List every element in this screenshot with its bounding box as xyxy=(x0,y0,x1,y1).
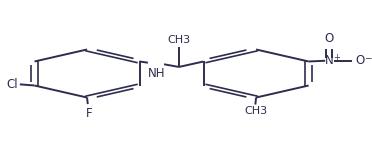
Text: O: O xyxy=(324,32,333,45)
Text: Cl: Cl xyxy=(6,78,18,91)
Text: CH3: CH3 xyxy=(167,35,190,45)
Text: O: O xyxy=(355,54,365,67)
Text: F: F xyxy=(86,107,92,120)
Text: NH: NH xyxy=(148,67,165,80)
Text: +: + xyxy=(333,53,340,62)
Text: CH3: CH3 xyxy=(244,106,267,116)
Text: −: − xyxy=(364,53,371,62)
Text: N: N xyxy=(324,54,333,67)
